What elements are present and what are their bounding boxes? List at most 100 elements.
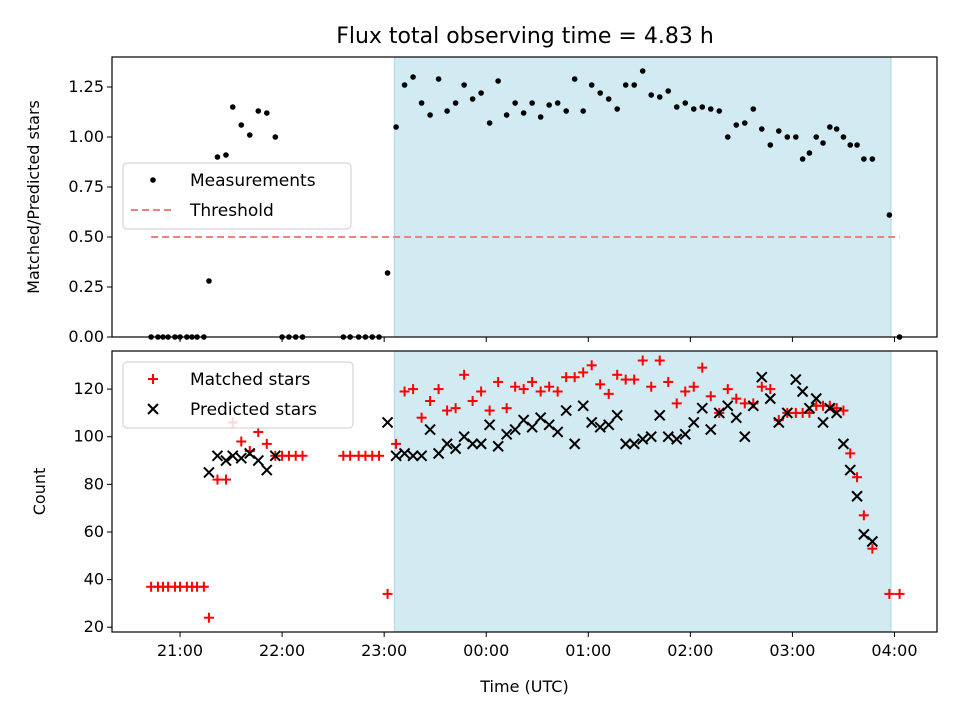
- measurement-point: [486, 120, 493, 126]
- predicted-star-point: [509, 423, 521, 436]
- predicted-star-point: [432, 447, 445, 460]
- measurement-point: [840, 134, 847, 140]
- predicted-star-point: [500, 428, 513, 441]
- measurement-point: [847, 142, 854, 148]
- predicted-star-point: [398, 447, 411, 460]
- predicted-star-point: [203, 466, 215, 479]
- predicted-star-point: [866, 535, 879, 548]
- measurement-point: [648, 92, 655, 98]
- measurement-point: [741, 120, 748, 126]
- bottom-observing-span: [393, 350, 892, 633]
- matched-star-point: [894, 588, 905, 599]
- matched-star-point: [663, 376, 674, 387]
- predicted-star-point: [585, 416, 598, 429]
- matched-star-point: [442, 405, 453, 416]
- measurement-point: [452, 100, 459, 106]
- measurement-point: [716, 108, 723, 114]
- bottom-y-tick-label: 40: [84, 570, 104, 589]
- matched-star-point: [399, 386, 410, 397]
- matched-star-point: [731, 393, 742, 404]
- measurement-point: [223, 152, 229, 158]
- matched-star-point: [501, 403, 512, 414]
- predicted-star-point: [739, 431, 751, 443]
- matched-star-point: [867, 543, 878, 554]
- measurement-point: [854, 142, 860, 148]
- measurement-point: [639, 68, 646, 74]
- matched-star-point: [845, 448, 856, 459]
- measurement-point: [793, 134, 799, 140]
- matched-star-point: [408, 384, 419, 395]
- predicted-star-point: [705, 423, 717, 436]
- measurement-point: [614, 106, 621, 112]
- measurement-point: [563, 108, 569, 114]
- measurement-point: [690, 106, 697, 112]
- predicted-star-point: [235, 452, 247, 464]
- measurement-point: [272, 134, 279, 140]
- predicted-star-point: [441, 438, 453, 450]
- x-tick-label: 01:00: [565, 641, 611, 660]
- measurement-point: [418, 100, 425, 106]
- measurement-point: [597, 90, 603, 96]
- legend-label: Predicted stars: [190, 400, 317, 420]
- predicted-star-point: [730, 411, 742, 424]
- predicted-star-point: [526, 421, 538, 433]
- measurement-point: [214, 154, 221, 160]
- measurement-point: [384, 270, 391, 276]
- predicted-star-point: [466, 438, 479, 450]
- predicted-star-point: [252, 454, 264, 467]
- measurement-point: [444, 108, 450, 114]
- predicted-star-point: [560, 404, 572, 417]
- predicted-star-point: [679, 428, 691, 441]
- x-tick-label: 22:00: [259, 641, 305, 660]
- legend-handle: [148, 374, 158, 384]
- predicted-star-point: [483, 419, 496, 431]
- predicted-star-point: [415, 450, 428, 462]
- measurement-point: [733, 122, 740, 128]
- predicted-star-point: [577, 400, 589, 412]
- predicted-star-point: [628, 438, 640, 450]
- top-legend: Measurements Threshold: [122, 162, 352, 230]
- matched-star-point: [852, 472, 863, 483]
- matched-star-point: [527, 376, 538, 387]
- matched-star-point: [595, 379, 606, 390]
- top-y-tick-label: 0.75: [68, 177, 104, 196]
- predicted-star-point: [671, 433, 683, 445]
- matched-star-point: [637, 355, 648, 366]
- top-panel: 0.00 0.25 0.50 0.75 1.00 1.25 Matched/Predicte…: [24, 56, 938, 346]
- matched-star-point: [416, 412, 427, 423]
- matched-star-point: [646, 381, 657, 392]
- predicted-star-point: [594, 421, 606, 433]
- measurement-point: [699, 104, 706, 110]
- predicted-star-point: [696, 402, 708, 414]
- matched-star-point: [236, 436, 247, 447]
- predicted-star-point: [688, 416, 700, 429]
- predicted-star-point: [844, 464, 856, 476]
- measurement-point: [246, 132, 253, 138]
- matched-star-point: [253, 426, 264, 437]
- predicted-star-point: [803, 402, 816, 414]
- predicted-star-point: [764, 392, 777, 405]
- matched-star-point: [261, 438, 272, 449]
- matched-star-point: [552, 386, 563, 397]
- predicted-star-point: [492, 440, 504, 452]
- matched-star-point: [831, 403, 842, 414]
- measurement-point: [554, 100, 561, 106]
- measurement-point: [478, 90, 484, 96]
- predicted-star-point: [390, 450, 402, 462]
- predicted-star-point: [475, 438, 487, 450]
- measurement-point: [529, 100, 535, 106]
- matched-star-point: [629, 374, 640, 385]
- measurement-point: [206, 278, 212, 284]
- legend-label: Matched stars: [190, 370, 310, 390]
- top-y-axis-label: Matched/Predicted stars: [24, 100, 43, 294]
- matched-star-point: [578, 367, 589, 378]
- matched-star-point: [756, 381, 767, 392]
- predicted-star-point: [662, 431, 674, 443]
- matched-star-point: [374, 450, 385, 461]
- matched-star-point: [804, 407, 815, 418]
- bottom-y-tick-label: 120: [73, 379, 104, 398]
- measurement-point: [512, 100, 518, 106]
- measurement-point: [869, 156, 876, 162]
- predicted-star-point: [227, 450, 239, 462]
